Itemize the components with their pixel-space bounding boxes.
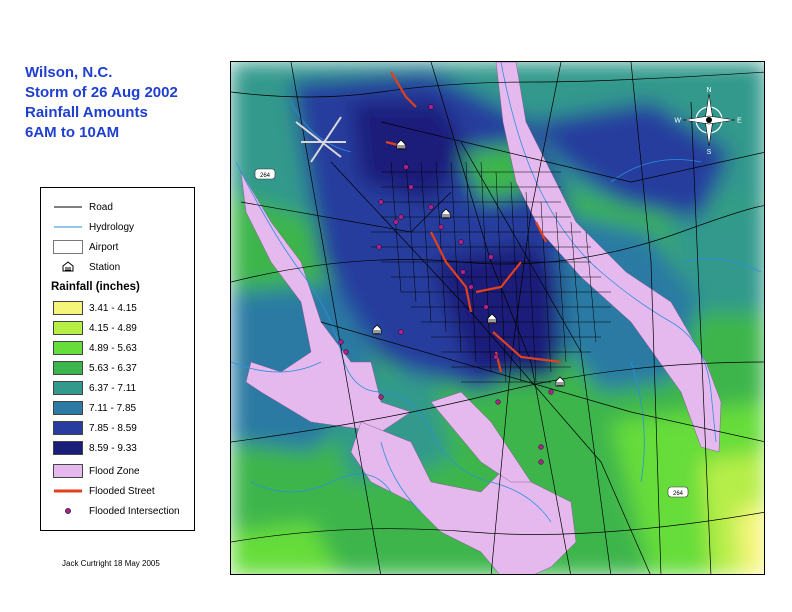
flooded-streets — [385, 71, 562, 373]
station-icon — [62, 261, 74, 272]
legend-rainfall-class: 4.89 - 5.63 — [53, 340, 137, 356]
legend-flooded-street: Flooded Street — [53, 483, 155, 499]
route-shield-east: 264 — [667, 486, 689, 498]
rainfall-class-label: 7.85 - 8.59 — [89, 422, 137, 434]
rainfall-map: 264 264 N S E W — [230, 61, 765, 575]
title-line-2: Storm of 26 Aug 2002 — [25, 84, 178, 101]
route-shield-west: 264 — [254, 168, 276, 180]
rainfall-class-label: 8.59 - 9.33 — [89, 442, 137, 454]
compass-w-label: W — [674, 118, 681, 125]
legend-airport: Airport — [53, 239, 118, 255]
station-icon — [441, 208, 451, 219]
station-icon — [555, 376, 565, 387]
legend-hydrology: Hydrology — [53, 219, 134, 235]
map-title: Wilson, N.C. Storm of 26 Aug 2002 Rainfa… — [25, 63, 178, 143]
rainfall-class-label: 4.15 - 4.89 — [89, 322, 137, 334]
legend-flood-zone-label: Flood Zone — [89, 465, 140, 477]
legend-station: Station — [53, 259, 120, 275]
legend-road-label: Road — [89, 201, 113, 213]
legend-flooded-intersection: Flooded Intersection — [53, 503, 180, 519]
rainfall-color-swatch — [53, 421, 83, 435]
compass-n-label: N — [706, 87, 711, 94]
legend-rainfall-class: 6.37 - 7.11 — [53, 380, 136, 396]
legend-rainfall-class: 7.85 - 8.59 — [53, 420, 137, 436]
hydrology-line-icon — [54, 226, 82, 228]
road-line-icon — [54, 206, 82, 208]
rainfall-class-label: 3.41 - 4.15 — [89, 302, 137, 314]
compass-e-label: E — [737, 118, 742, 125]
legend-rainfall-class: 5.63 - 6.37 — [53, 360, 137, 376]
rainfall-color-swatch — [53, 301, 83, 315]
legend-station-label: Station — [89, 261, 121, 273]
legend-rainfall-class: 8.59 - 9.33 — [53, 440, 137, 456]
rainfall-heading: Rainfall (inches) — [51, 281, 140, 293]
airport — [295, 116, 346, 163]
compass-rose-icon: N S E W — [674, 87, 742, 156]
flooded-street-line-icon — [54, 489, 82, 493]
legend-road: Road — [53, 199, 113, 215]
flooded-intersections — [338, 104, 554, 465]
rainfall-class-label: 7.11 - 7.85 — [89, 402, 137, 414]
station-icon — [396, 139, 406, 150]
legend-flooded-street-label: Flooded Street — [89, 485, 155, 497]
rainfall-class-label: 6.37 - 7.11 — [89, 382, 137, 394]
legend-flood-zone: Flood Zone — [53, 463, 140, 479]
rainfall-color-swatch — [53, 381, 83, 395]
route-shield-west-label: 264 — [260, 173, 271, 179]
title-line-3: Rainfall Amounts — [25, 104, 148, 121]
airport-swatch — [53, 240, 83, 254]
legend-hydrology-label: Hydrology — [89, 221, 135, 233]
intersection-dot-icon — [65, 508, 71, 514]
title-line-4: 6AM to 10AM — [25, 124, 120, 141]
legend-rainfall-class: 3.41 - 4.15 — [53, 300, 137, 316]
map-legend: Road Hydrology Airport Station Rainfall … — [40, 187, 195, 531]
author-credit: Jack Curtright 18 May 2005 — [62, 559, 160, 568]
title-line-1: Wilson, N.C. — [25, 64, 113, 81]
station-icon — [372, 324, 382, 335]
street-grid — [371, 161, 611, 383]
compass-s-label: S — [707, 149, 712, 156]
station-icon — [487, 313, 497, 324]
legend-airport-label: Airport — [89, 241, 119, 253]
rainfall-color-swatch — [53, 361, 83, 375]
rainfall-color-swatch — [53, 441, 83, 455]
map-canvas: 264 264 N S E W — [231, 62, 764, 574]
route-shield-east-label: 264 — [673, 491, 684, 497]
rainfall-class-label: 5.63 - 6.37 — [89, 362, 137, 374]
rainfall-color-swatch — [53, 321, 83, 335]
flood-zone-swatch — [53, 464, 83, 478]
hydrology-lines — [231, 62, 762, 523]
rainfall-color-swatch — [53, 341, 83, 355]
legend-rainfall-class: 7.11 - 7.85 — [53, 400, 136, 416]
legend-flooded-intersection-label: Flooded Intersection — [89, 505, 180, 517]
weather-stations — [372, 139, 565, 387]
rainfall-class-label: 4.89 - 5.63 — [89, 342, 137, 354]
legend-rainfall-class: 4.15 - 4.89 — [53, 320, 137, 336]
rainfall-color-swatch — [53, 401, 83, 415]
